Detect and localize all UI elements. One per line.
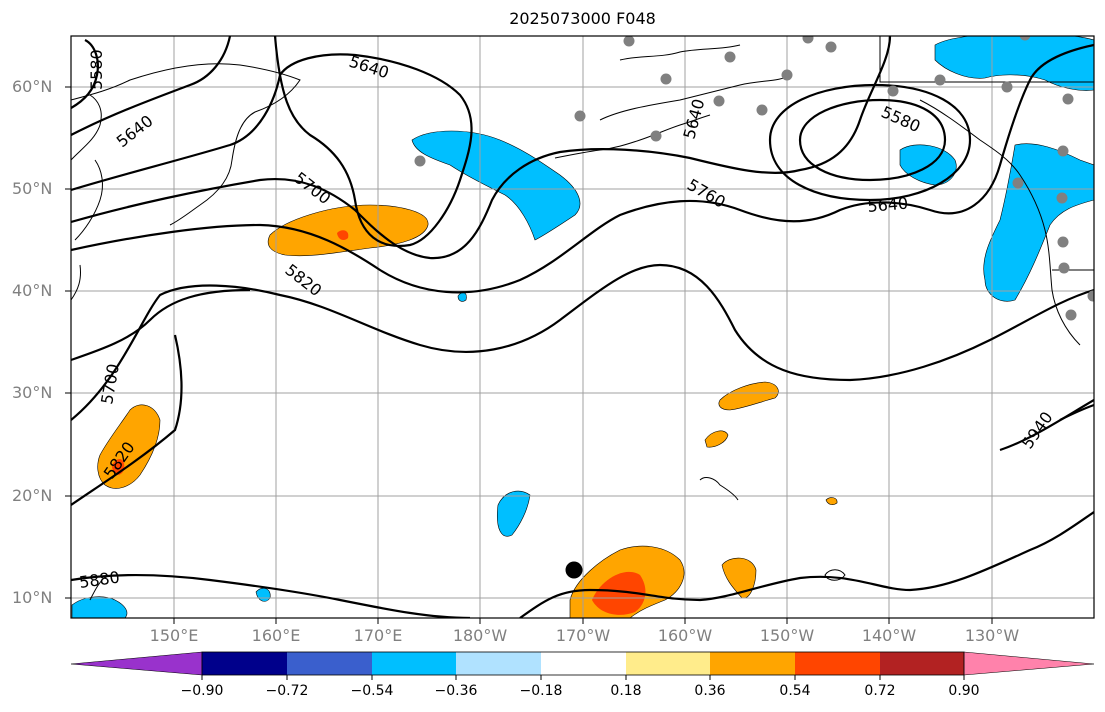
colorbar [70, 651, 1095, 680]
colorbar-segment [372, 652, 456, 675]
lon-label: 150°E [149, 626, 199, 645]
positive-anomaly-region [704, 430, 729, 448]
colorbar-tick-label: −0.54 [350, 683, 394, 699]
colorbar-segment [541, 652, 626, 675]
axis-ticks [65, 86, 993, 624]
negative-anomaly-region [497, 490, 531, 537]
contour-label: 5700 [97, 362, 123, 405]
map-title: 2025073000 F048 [509, 9, 656, 28]
colorbar-segment [963, 651, 1095, 676]
colorbar-segment [287, 652, 372, 675]
lon-label: 140°W [861, 626, 917, 645]
colorbar-tick-label: −0.90 [180, 683, 224, 699]
colorbar-segment [880, 652, 964, 675]
lat-label: 40°N [12, 281, 53, 300]
typhoon-marker [565, 561, 583, 579]
negative-anomaly-region [899, 144, 957, 186]
colorbar-tick-label: −0.18 [519, 683, 563, 699]
positive-anomaly-region [337, 230, 349, 241]
contour-label: 5640 [680, 97, 709, 141]
lon-label: 160°E [251, 626, 301, 645]
negative-anomaly-region [983, 143, 1094, 302]
contour-label: 5580 [87, 49, 106, 90]
negative-anomaly-region [457, 292, 467, 302]
lon-label: 130°W [964, 626, 1020, 645]
contour-label: 5820 [282, 260, 326, 300]
positive-anomaly-region [592, 571, 646, 615]
colorbar-tick-label: 0.36 [694, 683, 726, 699]
colorbar-segment [795, 652, 880, 675]
negative-anomaly-region [255, 587, 271, 602]
contour-label: 5760 [684, 175, 729, 212]
contour-label: 5700 [291, 168, 335, 208]
lat-label: 50°N [12, 179, 53, 198]
height-contours [71, 36, 1094, 618]
lon-label: 180°W [452, 626, 508, 645]
colorbar-segment [70, 651, 203, 676]
colorbar-tick-label: 0.72 [864, 683, 896, 699]
contour-label: 5640 [867, 194, 909, 216]
station-markers [414, 36, 1094, 321]
colorbar-segment [626, 652, 710, 675]
positive-anomaly-region [825, 497, 838, 505]
positive-anomaly-region [718, 381, 779, 411]
lon-label: 160°W [657, 626, 713, 645]
colorbar-tick-label: 0.54 [779, 683, 811, 699]
lat-label: 20°N [12, 486, 53, 505]
lon-label: 170°W [555, 626, 611, 645]
contour-label: 5640 [113, 111, 157, 151]
colorbar-segment [710, 652, 795, 675]
lat-label: 30°N [12, 383, 53, 402]
colorbar-tick-label: −0.72 [265, 683, 309, 699]
colorbar-tick-label: 0.18 [610, 683, 642, 699]
contour-label: 5640 [347, 52, 392, 83]
lat-label: 60°N [12, 77, 53, 96]
contour-labels: 5580 5640 5640 5700 5820 5640 5580 5640 … [78, 49, 1057, 592]
colorbar-frame [201, 651, 965, 676]
lat-label: 10°N [12, 588, 53, 607]
lon-label: 170°E [353, 626, 403, 645]
contour-label: 5880 [78, 567, 121, 591]
colorbar-segment [202, 652, 287, 675]
colorbar-segment [456, 652, 541, 675]
colorbar-tick-label: 0.90 [948, 683, 980, 699]
colorbar-tick-label: −0.36 [434, 683, 478, 699]
lon-label: 150°W [759, 626, 815, 645]
negative-anomaly-region [934, 36, 1094, 91]
lat-lon-grid [71, 36, 1094, 618]
positive-anomaly-region [267, 204, 429, 257]
negative-anomaly-region [71, 596, 128, 618]
negative-anomaly-region [411, 130, 581, 241]
contour-label: 5580 [878, 102, 923, 136]
